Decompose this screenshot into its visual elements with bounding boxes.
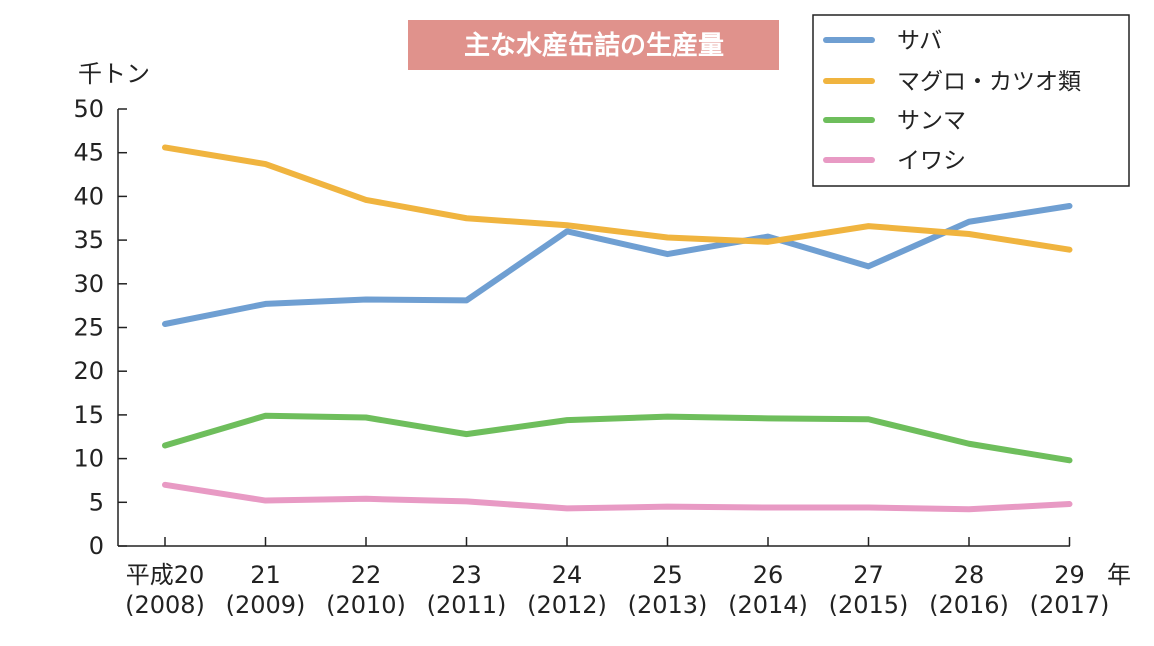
x-tick-label-western: (2012) — [527, 591, 607, 619]
x-tick-label: 24 — [552, 561, 583, 589]
x-tick-label-western: (2014) — [728, 591, 808, 619]
y-tick-label: 35 — [73, 226, 104, 254]
y-tick-label: 10 — [73, 445, 104, 473]
x-tick-label: 21 — [250, 561, 281, 589]
x-tick-label: 25 — [652, 561, 683, 589]
series-line-1 — [162, 203, 1073, 328]
x-tick-label-western: (2015) — [829, 591, 909, 619]
x-tick-label: 22 — [351, 561, 382, 589]
x-unit-label: 年 — [1107, 561, 1131, 589]
x-tick-label-western: (2009) — [226, 591, 306, 619]
x-tick-label: 29 — [1054, 561, 1085, 589]
x-tick-label: 平成20 — [126, 561, 205, 589]
x-tick-label-western: (2008) — [125, 591, 205, 619]
x-tick-label-western: (2013) — [628, 591, 708, 619]
series-line-4 — [162, 481, 1073, 513]
y-tick-label: 30 — [73, 270, 104, 298]
x-tick-label: 27 — [853, 561, 884, 589]
y-unit-label: 千トン — [78, 60, 150, 88]
legend-label-2: マグロ・カツオ類 — [897, 69, 1081, 95]
axes: 0 5 10 15 20 25 30 35 40 45 50 平成20(2008) 21(2009) 22… — [73, 95, 1109, 619]
x-tick-label-western: (2017) — [1030, 591, 1110, 619]
y-tick-label: 40 — [73, 182, 104, 210]
chart-title-group: 主な水産缶詰の生産量 — [408, 20, 779, 70]
x-tick-label-western: (2011) — [427, 591, 507, 619]
series-lines — [162, 144, 1073, 513]
y-tick-label: 15 — [73, 401, 104, 429]
x-tick-label: 28 — [954, 561, 985, 589]
chart-title: 主な水産缶詰の生産量 — [464, 30, 724, 61]
series-line-2 — [162, 144, 1073, 253]
y-tick-label: 50 — [73, 95, 104, 123]
x-tick-label: 26 — [753, 561, 784, 589]
legend-label-1: サバ — [897, 28, 942, 54]
title-background — [408, 20, 779, 70]
series-line-3 — [162, 412, 1073, 464]
legend-label-3: サンマ — [897, 108, 966, 134]
x-tick-label: 23 — [451, 561, 482, 589]
y-tick-label: 25 — [73, 314, 104, 342]
x-tick-label-western: (2016) — [929, 591, 1009, 619]
y-tick-label: 45 — [73, 139, 104, 167]
legend-label-4: イワシ — [897, 148, 966, 174]
y-tick-label: 0 — [89, 532, 104, 560]
y-tick-label: 20 — [73, 357, 104, 385]
y-tick-label: 5 — [89, 488, 104, 516]
x-tick-label-western: (2010) — [326, 591, 406, 619]
